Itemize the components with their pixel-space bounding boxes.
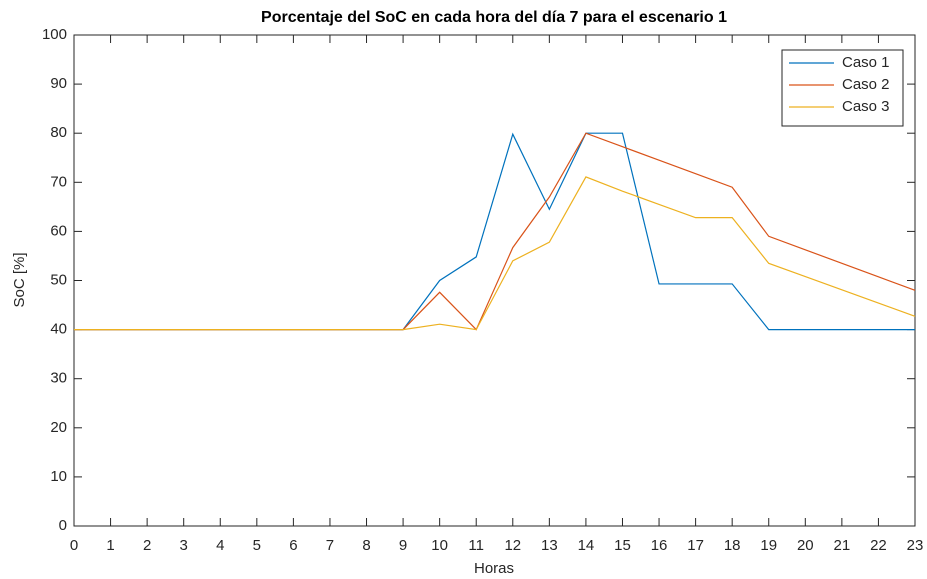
y-tick-label: 60 [50, 222, 67, 239]
x-tick-label: 18 [724, 537, 741, 554]
y-axis-label: SoC [%] [11, 252, 28, 307]
x-tick-label: 8 [362, 537, 370, 554]
x-tick-label: 9 [399, 537, 407, 554]
y-tick-label: 100 [42, 26, 67, 43]
y-tick-label: 0 [59, 517, 67, 534]
x-tick-label: 6 [289, 537, 297, 554]
x-tick-label: 13 [541, 537, 558, 554]
x-tick-label: 2 [143, 537, 151, 554]
legend-label: Caso 1 [842, 54, 890, 71]
x-tick-label: 0 [70, 537, 78, 554]
x-tick-label: 5 [253, 537, 261, 554]
x-tick-label: 11 [468, 537, 484, 554]
x-tick-label: 22 [870, 537, 887, 554]
x-tick-label: 20 [797, 537, 814, 554]
y-tick-label: 90 [50, 75, 67, 92]
y-tick-label: 10 [50, 468, 67, 485]
chart-title: Porcentaje del SoC en cada hora del día … [261, 9, 727, 26]
x-tick-label: 15 [614, 537, 631, 554]
x-tick-label: 19 [760, 537, 777, 554]
legend-label: Caso 2 [842, 76, 890, 93]
x-tick-label: 4 [216, 537, 224, 554]
x-tick-label: 14 [578, 537, 595, 554]
x-tick-label: 10 [431, 537, 448, 554]
legend-label: Caso 3 [842, 98, 890, 115]
y-tick-label: 80 [50, 124, 67, 141]
y-tick-label: 30 [50, 370, 67, 387]
y-tick-label: 50 [50, 271, 67, 288]
y-tick-label: 20 [50, 419, 67, 436]
x-tick-label: 12 [504, 537, 521, 554]
series-line [74, 176, 916, 331]
x-tick-label: 1 [106, 537, 114, 554]
x-tick-label: 7 [326, 537, 334, 554]
x-tick-label: 3 [180, 537, 188, 554]
x-tick-label: 23 [907, 537, 924, 554]
y-tick-label: 40 [50, 321, 67, 338]
y-tick-label: 70 [50, 173, 67, 190]
x-tick-label: 16 [651, 537, 668, 554]
x-axis-label: Horas [474, 560, 514, 577]
x-tick-label: 17 [687, 537, 704, 554]
x-tick-label: 21 [834, 537, 851, 554]
